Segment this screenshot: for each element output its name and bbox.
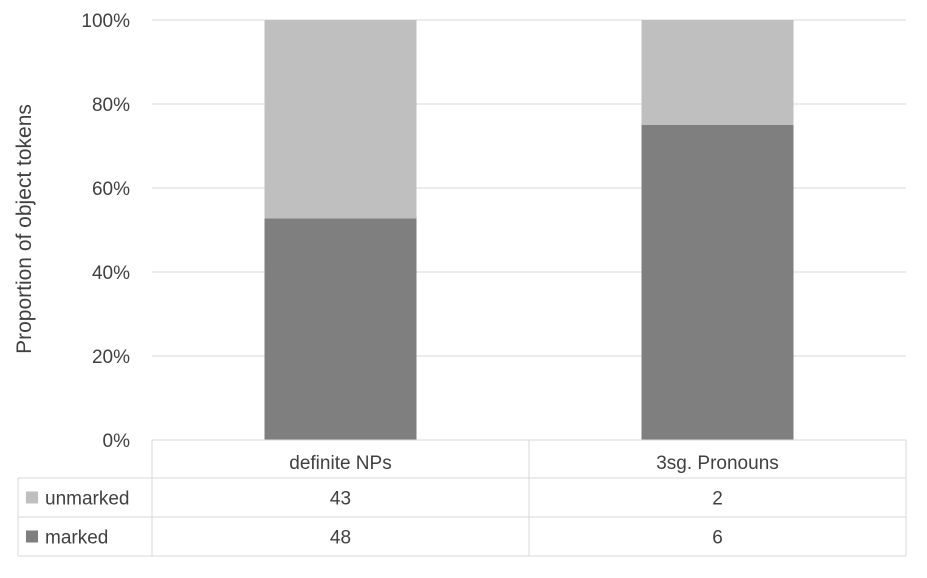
- y-tick-label: 100%: [81, 11, 130, 32]
- bar-segment-marked-2: [641, 125, 794, 440]
- bar-segment-unmarked-2: [641, 20, 794, 125]
- table-value-unmarked-1: 43: [330, 489, 351, 510]
- y-tick-label: 20%: [92, 347, 130, 368]
- legend-label-unmarked: unmarked: [45, 489, 130, 510]
- legend-label-marked: marked: [45, 528, 108, 549]
- y-tick-label: 60%: [92, 179, 130, 200]
- legend-key-unmarked: [26, 491, 38, 504]
- table-value-marked-2: 6: [712, 528, 723, 549]
- legend-key-marked: [26, 530, 38, 543]
- table-value-marked-1: 48: [330, 528, 351, 549]
- y-tick-label: 40%: [92, 263, 130, 284]
- data-table: definite NPs 3sg. Pronouns unmarked 43 2 mark…: [17, 439, 907, 557]
- bar-segment-unmarked-1: [264, 20, 417, 219]
- y-tick-label: 80%: [92, 95, 130, 116]
- y-tick-label: 0%: [103, 431, 131, 452]
- category-label-1: definite NPs: [289, 453, 391, 474]
- table-value-unmarked-2: 2: [712, 489, 723, 510]
- y-axis-label: Proportion of object tokens: [13, 104, 36, 354]
- bar-segment-marked-1: [264, 218, 417, 440]
- y-axis: 0% 20% 40% 60% 80% 100%: [81, 11, 130, 452]
- category-label-2: 3sg. Pronouns: [656, 453, 779, 474]
- bars: [264, 20, 794, 440]
